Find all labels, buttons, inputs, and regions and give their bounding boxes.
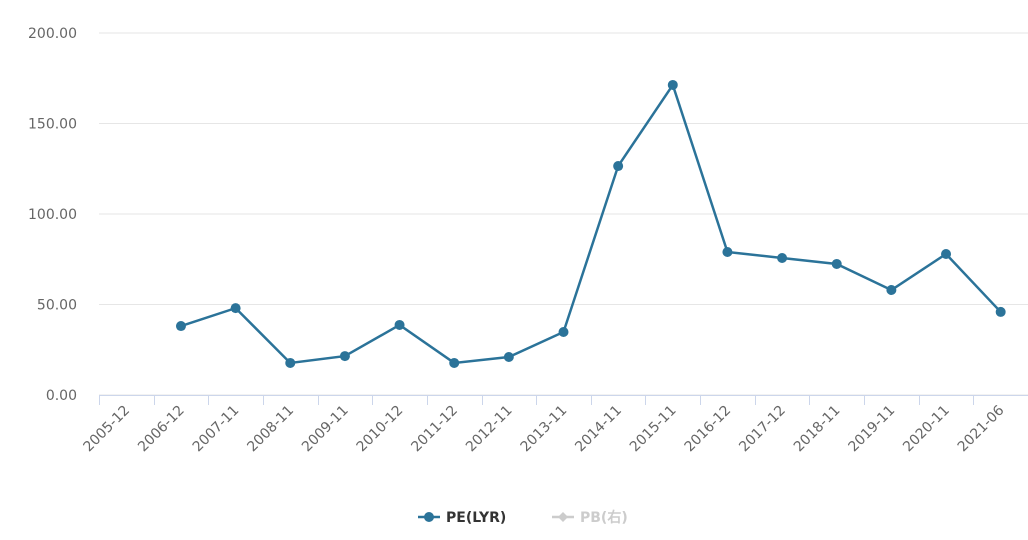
x-tick-label: 2006-12 <box>135 403 188 456</box>
legend-label: PE(LYR) <box>446 510 506 526</box>
y-tick-label: 100.00 <box>28 207 77 223</box>
x-tick-label: 2009-11 <box>299 403 352 456</box>
data-point <box>722 247 733 258</box>
y-tick-label: 50.00 <box>37 298 77 314</box>
data-point <box>449 357 460 368</box>
data-point <box>175 321 186 332</box>
x-tick-label: 2017-12 <box>736 403 789 456</box>
x-tick-label: 2007-11 <box>190 403 243 456</box>
data-point <box>941 249 952 260</box>
data-point <box>995 306 1006 317</box>
x-tick-label: 2021-06 <box>955 402 1008 455</box>
data-point <box>230 303 241 314</box>
y-tick-label: 0.00 <box>46 388 77 404</box>
x-tick-label: 2013-11 <box>518 403 571 456</box>
x-tick-label: 2011-12 <box>408 403 461 456</box>
data-point <box>886 285 897 296</box>
x-tick-label: 2012-11 <box>463 403 516 456</box>
y-tick-label: 150.00 <box>28 117 77 133</box>
x-tick-label: 2014-11 <box>572 403 625 456</box>
data-point <box>613 161 624 172</box>
legend-symbol <box>424 512 434 522</box>
legend-symbol <box>558 512 568 522</box>
x-tick-label: 2005-12 <box>80 403 133 456</box>
x-tick-label: 2008-11 <box>244 403 297 456</box>
legend-item[interactable]: PB(右) <box>552 509 628 526</box>
x-tick-label: 2016-12 <box>682 403 735 456</box>
x-tick-label: 2020-11 <box>900 403 953 456</box>
y-tick-label: 200.00 <box>28 26 77 42</box>
data-point <box>394 319 405 330</box>
x-tick-label: 2010-12 <box>354 403 407 456</box>
x-tick-label: 2018-11 <box>791 403 844 456</box>
series-line <box>180 82 1002 365</box>
x-tick-label: 2015-11 <box>627 403 680 456</box>
legend-label: PB(右) <box>580 509 628 526</box>
data-point <box>285 357 296 368</box>
data-point <box>777 252 788 263</box>
legend-item[interactable]: PE(LYR) <box>418 510 506 526</box>
data-point <box>339 351 350 362</box>
data-point <box>503 351 514 362</box>
x-tick-label: 2019-11 <box>846 403 899 456</box>
data-point <box>667 79 678 90</box>
data-point <box>558 327 569 338</box>
data-point <box>831 258 842 269</box>
